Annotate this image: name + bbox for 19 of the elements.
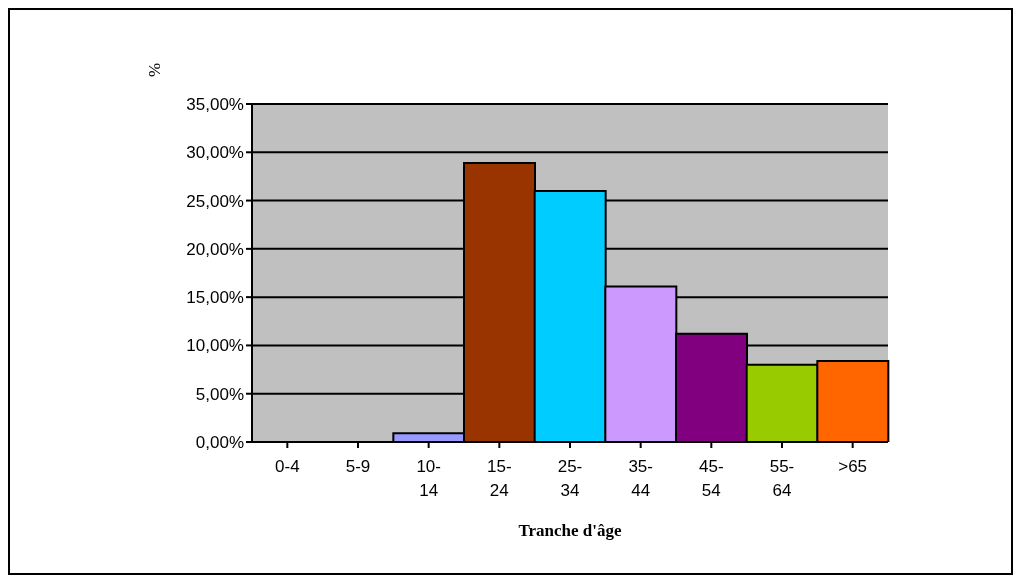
y-tick-label: 25,00%: [186, 191, 244, 211]
x-tick-label: 25-34: [557, 457, 583, 500]
x-tick-label: 55-64: [769, 457, 795, 500]
y-tick-label: 30,00%: [186, 143, 244, 163]
x-tick-label: 35-44: [628, 457, 653, 500]
y-axis-title: %: [145, 62, 166, 78]
x-tick-label: >65: [838, 457, 868, 476]
y-tick-label: 5,00%: [195, 384, 244, 404]
x-tick-label: 10-14: [416, 457, 441, 500]
y-tick-label: 10,00%: [186, 336, 244, 356]
x-tick-label: 45-54: [699, 457, 724, 500]
x-axis-title: Tranche d'âge: [518, 521, 622, 540]
y-tick-label: 0,00%: [195, 433, 244, 453]
y-tick-label: 20,00%: [186, 239, 244, 259]
x-tick-label: 15-24: [487, 457, 512, 500]
y-tick-label: 15,00%: [186, 288, 244, 308]
x-tick-label: 5-9: [345, 457, 371, 476]
y-tick-label: 35,00%: [186, 95, 244, 115]
x-tick-label: 0-4: [275, 457, 300, 476]
